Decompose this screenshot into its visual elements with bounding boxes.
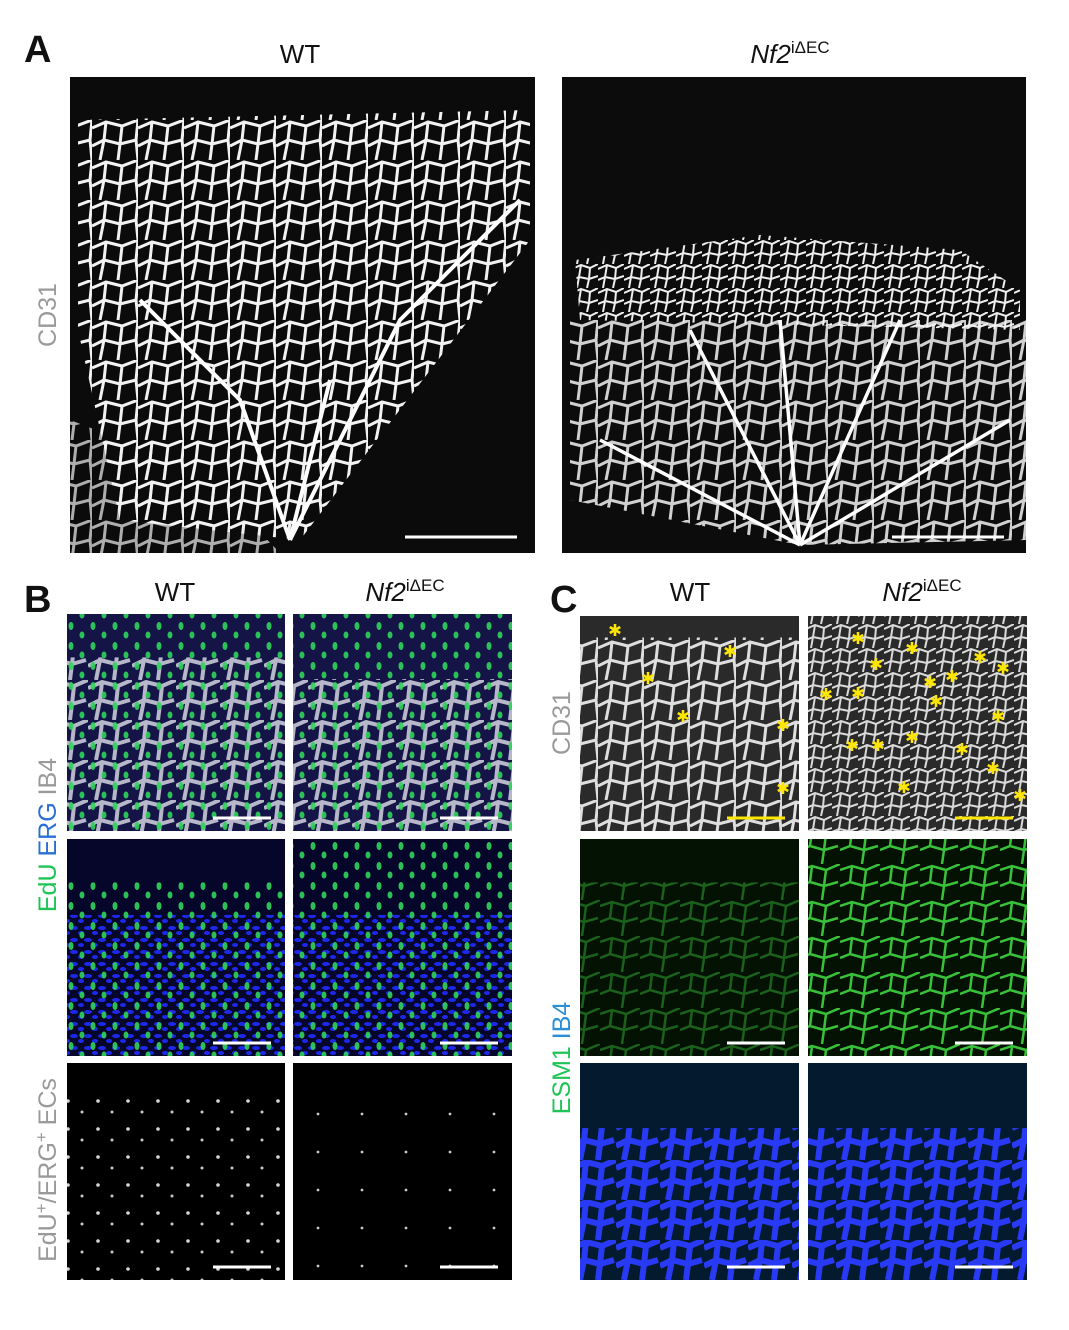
micrograph: [67, 614, 285, 831]
micrograph: [67, 839, 285, 1056]
asterisk-stroke: [906, 643, 918, 653]
image-layer: [808, 1128, 1027, 1280]
asterisk: [1014, 789, 1026, 801]
asterisk-stroke: [924, 677, 936, 687]
micrograph-grid: [67, 614, 512, 1280]
asterisk-stroke: [677, 711, 689, 721]
micrograph-grid: [580, 616, 1027, 1280]
micrograph: [580, 839, 799, 1056]
asterisk-stroke: [930, 696, 942, 706]
asterisk: [898, 781, 910, 793]
asterisk-stroke: [992, 711, 1004, 721]
row-label: EdU+/ERG+ ECs: [32, 1078, 62, 1262]
asterisk-stroke: [987, 763, 999, 773]
micrograph: [580, 1063, 799, 1280]
asterisk: [724, 645, 736, 657]
micrograph: [808, 616, 1027, 831]
asterisk: [677, 710, 689, 722]
asterisk: [997, 662, 1009, 674]
asterisk: [906, 731, 918, 743]
asterisk: [956, 743, 968, 755]
asterisk: [777, 782, 789, 794]
asterisk: [987, 762, 999, 774]
asterisk: [924, 676, 936, 688]
column-title: WT: [280, 39, 321, 69]
asterisk-stroke: [724, 646, 736, 656]
micrograph: [808, 1063, 1027, 1280]
asterisk: [609, 624, 621, 636]
column-title: WT: [670, 577, 711, 607]
asterisk-stroke: [609, 625, 621, 635]
asterisk: [992, 710, 1004, 722]
column-title: Nf2iΔEC: [365, 576, 444, 607]
asterisk-stroke: [1014, 790, 1026, 800]
asterisk: [777, 719, 789, 731]
micrograph: [70, 77, 535, 553]
image-layer: [808, 839, 1027, 1056]
image-layer: [293, 1095, 512, 1280]
row-label: EdU ERG IB4: [34, 758, 62, 912]
image-layer: [67, 614, 285, 831]
asterisk-stroke: [997, 663, 1009, 673]
panel-label: A: [24, 29, 51, 71]
image-layer: [580, 1128, 799, 1280]
asterisk: [642, 672, 654, 684]
micrograph: [293, 839, 512, 1056]
row-label: CD31: [548, 691, 576, 755]
image-layer: [67, 882, 285, 1056]
row-label: ESM1 IB4: [548, 1002, 576, 1115]
asterisk-stroke: [820, 689, 832, 699]
image-layer: [808, 616, 1027, 831]
asterisk: [820, 688, 832, 700]
asterisk: [872, 739, 884, 751]
micrograph: [580, 616, 799, 831]
asterisk: [974, 651, 986, 663]
asterisk: [930, 695, 942, 707]
asterisk-stroke: [777, 783, 789, 793]
image-layer: [580, 637, 799, 831]
micrograph: [562, 77, 1026, 553]
asterisk-stroke: [852, 633, 864, 643]
asterisk-stroke: [906, 732, 918, 742]
asterisk-stroke: [956, 744, 968, 754]
asterisk: [846, 739, 858, 751]
asterisk: [870, 658, 882, 670]
asterisk: [852, 687, 864, 699]
asterisk-stroke: [946, 671, 958, 681]
column-title: Nf2iΔEC: [750, 38, 829, 69]
asterisk-stroke: [870, 659, 882, 669]
asterisk-stroke: [846, 740, 858, 750]
image-layer: [67, 1095, 285, 1280]
panel-label: C: [550, 579, 577, 621]
asterisk: [906, 642, 918, 654]
micrograph: [293, 614, 512, 831]
micrograph: [67, 1063, 285, 1280]
asterisk-stroke: [872, 740, 884, 750]
panel-label: B: [24, 579, 51, 621]
asterisk-stroke: [777, 720, 789, 730]
row-label: CD31: [34, 283, 62, 347]
asterisk: [852, 632, 864, 644]
asterisk: [946, 670, 958, 682]
image-layer: [293, 839, 512, 1056]
image-layer: [293, 614, 512, 831]
micrograph: [293, 1063, 512, 1280]
asterisk-stroke: [898, 782, 910, 792]
asterisk-stroke: [852, 688, 864, 698]
asterisk-stroke: [974, 652, 986, 662]
micrograph: [808, 839, 1027, 1056]
column-title: WT: [155, 577, 196, 607]
image-layer: [580, 882, 799, 1056]
asterisk-stroke: [642, 673, 654, 683]
column-title: Nf2iΔEC: [882, 576, 961, 607]
